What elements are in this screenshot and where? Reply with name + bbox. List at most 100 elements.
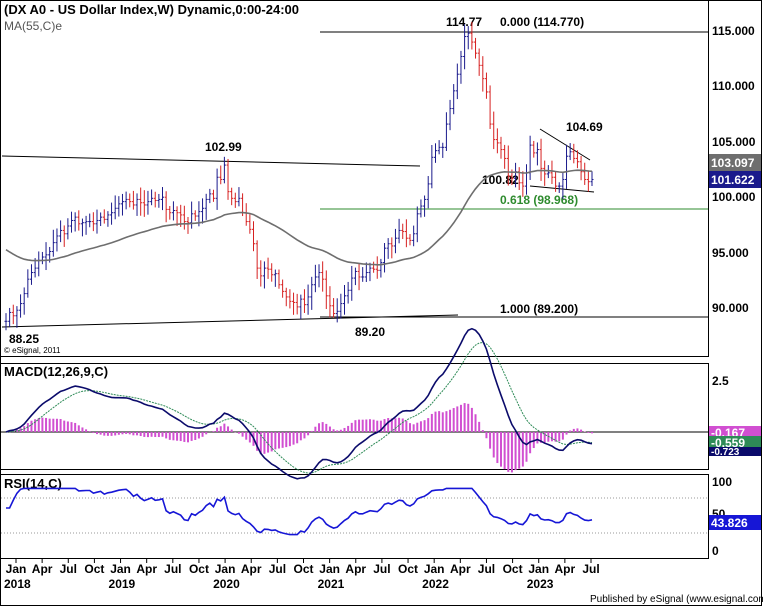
macd-title: MACD(12,26,9,C): [4, 364, 108, 379]
candle: [404, 219, 408, 248]
macd-signal-box: [709, 436, 761, 450]
candle: [368, 262, 372, 282]
candle: [102, 209, 106, 224]
candle: [444, 112, 448, 151]
candle: [477, 48, 481, 76]
candle: [215, 168, 219, 210]
candle: [273, 269, 277, 287]
candle: [186, 217, 190, 234]
wedge-upper-line: [539, 128, 591, 161]
price-y-axis: 115.000 110.000 105.000 100.000 95.000 9…: [712, 24, 756, 315]
candle: [466, 26, 470, 50]
candle: [230, 187, 234, 206]
candle: [521, 171, 525, 197]
price-panel-frame: [0, 0, 709, 357]
candle: [306, 284, 310, 315]
candle: [401, 223, 405, 240]
candle: [80, 218, 84, 237]
candle: [524, 164, 528, 195]
candle: [332, 298, 336, 318]
candle: [117, 196, 121, 217]
candle: [40, 251, 44, 265]
published-by: Published by eSignal (www.esignal.com): [590, 594, 763, 605]
candle: [193, 210, 197, 221]
x-month-label: Apr: [241, 562, 262, 576]
candle: [579, 155, 583, 181]
candle: [208, 188, 212, 204]
candle: [503, 144, 507, 169]
candle: [586, 170, 590, 192]
candle: [37, 251, 41, 277]
candle: [171, 201, 175, 221]
fib-618-label: 0.618 (98.968): [500, 193, 578, 207]
y-tick-90: 90.000: [712, 301, 749, 315]
x-month-label: Apr: [555, 562, 576, 576]
rsi-value-box: [709, 515, 761, 530]
x-month-label: Apr: [450, 562, 471, 576]
macd-series: [5, 327, 593, 480]
candle: [375, 256, 379, 279]
macd-signal-line: [5, 342, 593, 474]
candle: [26, 269, 30, 298]
x-month-label: Jan: [110, 562, 131, 576]
candle: [113, 195, 117, 220]
candle: [528, 135, 532, 180]
rsi-panel-frame: [0, 474, 709, 559]
x-month-label: Jan: [6, 562, 27, 576]
x-month-label: Oct: [398, 562, 418, 576]
candle: [211, 189, 215, 202]
candle: [393, 228, 397, 254]
candle: [110, 202, 114, 225]
price-value-boxes: 103.097 101.622: [709, 154, 761, 188]
candle: [146, 190, 150, 215]
x-month-label: Jul: [164, 562, 181, 576]
x-month-label: Oct: [293, 562, 313, 576]
candle: [390, 237, 394, 259]
candle: [8, 307, 12, 328]
rsi-tick-0: 0: [712, 544, 719, 558]
x-month-label: Apr: [32, 562, 53, 576]
macd-value-boxes: -0.167 -0.559 -0.723: [709, 426, 761, 458]
candle: [237, 187, 241, 207]
x-year-label: 2023: [527, 577, 554, 591]
candle: [313, 264, 317, 293]
x-year-label: 2020: [213, 577, 240, 591]
macd-line: [5, 327, 593, 480]
candle: [142, 190, 146, 217]
candle: [295, 293, 299, 315]
copyright-text: © eSignal, 2011: [4, 346, 61, 355]
fib-1-label: 1.000 (89.200): [500, 302, 578, 316]
x-month-label: Jan: [424, 562, 445, 576]
candle: [288, 289, 292, 309]
candle: [66, 218, 70, 240]
ma-value: 103.097: [711, 156, 755, 170]
rsi-tick-100: 100: [712, 475, 732, 489]
candle: [535, 142, 539, 166]
x-year-label: 2018: [4, 577, 31, 591]
candle: [488, 85, 492, 129]
candle: [302, 289, 306, 313]
candle: [350, 265, 354, 301]
candle: [437, 140, 441, 155]
candle: [383, 243, 387, 273]
candle: [62, 225, 66, 247]
candle: [281, 279, 285, 298]
x-month-label: Apr: [136, 562, 157, 576]
candle: [270, 263, 274, 282]
candle: [277, 269, 281, 289]
candle: [19, 294, 23, 318]
x-year-label: 2019: [109, 577, 136, 591]
candle: [182, 205, 186, 230]
candle: [346, 281, 350, 304]
macd-signal-value: -0.559: [711, 436, 745, 450]
x-month-label: Jan: [528, 562, 549, 576]
candle: [84, 215, 88, 235]
candle: [222, 156, 226, 184]
candle: [532, 140, 536, 158]
candle: [481, 56, 485, 92]
macd-line-box: [709, 447, 761, 456]
candle: [88, 213, 92, 228]
